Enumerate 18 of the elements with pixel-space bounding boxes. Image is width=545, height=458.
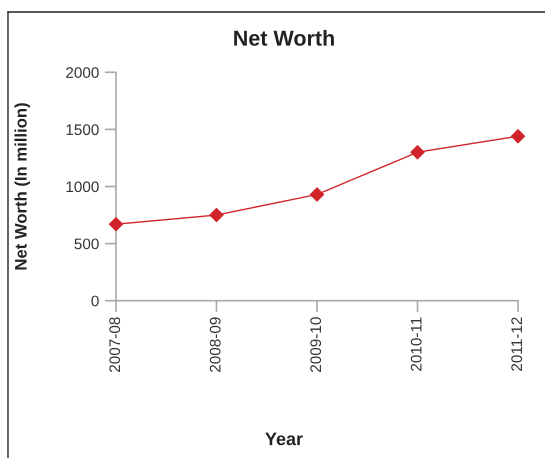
point [310,187,324,202]
y-tick-label: 1000 [66,181,99,192]
x-axis-title: Year [265,432,303,446]
y-tick-label: 0 [91,296,99,306]
point [108,216,124,232]
y-axis-title: Net Worth (In million) [14,103,30,270]
x-tick-label: 2011-12 [511,317,522,371]
y-tick-label: 500 [74,238,99,250]
x-tick-label: 2009-10 [310,317,322,372]
point [209,208,224,222]
y-tick-label: 1500 [66,124,99,136]
y-tick-label: 2000 [66,67,99,78]
x-tick-label: 2007-08 [109,317,120,372]
point [510,128,526,144]
x-tick-label: 2008-09 [210,317,221,372]
x-tick-label: 2010-11 [410,317,422,371]
chart-title: Net Worth [234,30,334,46]
point [410,144,425,160]
